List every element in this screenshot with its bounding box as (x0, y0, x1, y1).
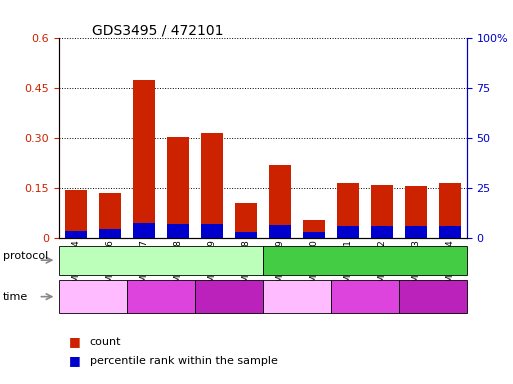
Text: count: count (90, 337, 121, 347)
Bar (337, 226, 359, 238)
Bar (235, 203, 257, 238)
Text: GDS3495 / 472101: GDS3495 / 472101 (92, 23, 223, 37)
Bar (371, 226, 393, 238)
Text: 5 d: 5 d (356, 291, 373, 302)
Text: 10 d: 10 d (216, 291, 241, 302)
Bar (235, 232, 257, 238)
Bar (99, 229, 121, 238)
Text: 5 d: 5 d (152, 291, 170, 302)
Text: ■: ■ (69, 354, 81, 367)
Bar (439, 226, 461, 238)
Text: percentile rank within the sample: percentile rank within the sample (90, 356, 278, 366)
Bar (371, 185, 393, 238)
Bar (167, 137, 189, 238)
Bar (405, 187, 427, 238)
Text: 10 d: 10 d (421, 291, 445, 302)
Text: 0 d: 0 d (84, 291, 102, 302)
Text: control: control (142, 255, 180, 265)
Bar (201, 224, 223, 238)
Bar (405, 226, 427, 238)
Bar (133, 223, 155, 238)
Bar (303, 220, 325, 238)
Bar (337, 183, 359, 238)
Bar (269, 225, 291, 238)
Text: protocol: protocol (3, 251, 48, 262)
Bar (303, 232, 325, 238)
Text: time: time (3, 291, 28, 302)
Bar (65, 231, 87, 238)
Bar (269, 165, 291, 238)
Bar (439, 183, 461, 238)
Bar (65, 190, 87, 238)
Text: 0 d: 0 d (288, 291, 306, 302)
Text: progerin expression: progerin expression (310, 255, 420, 265)
Bar (167, 224, 189, 238)
Bar (201, 133, 223, 238)
Bar (99, 193, 121, 238)
Bar (133, 80, 155, 238)
Text: ■: ■ (69, 335, 81, 348)
